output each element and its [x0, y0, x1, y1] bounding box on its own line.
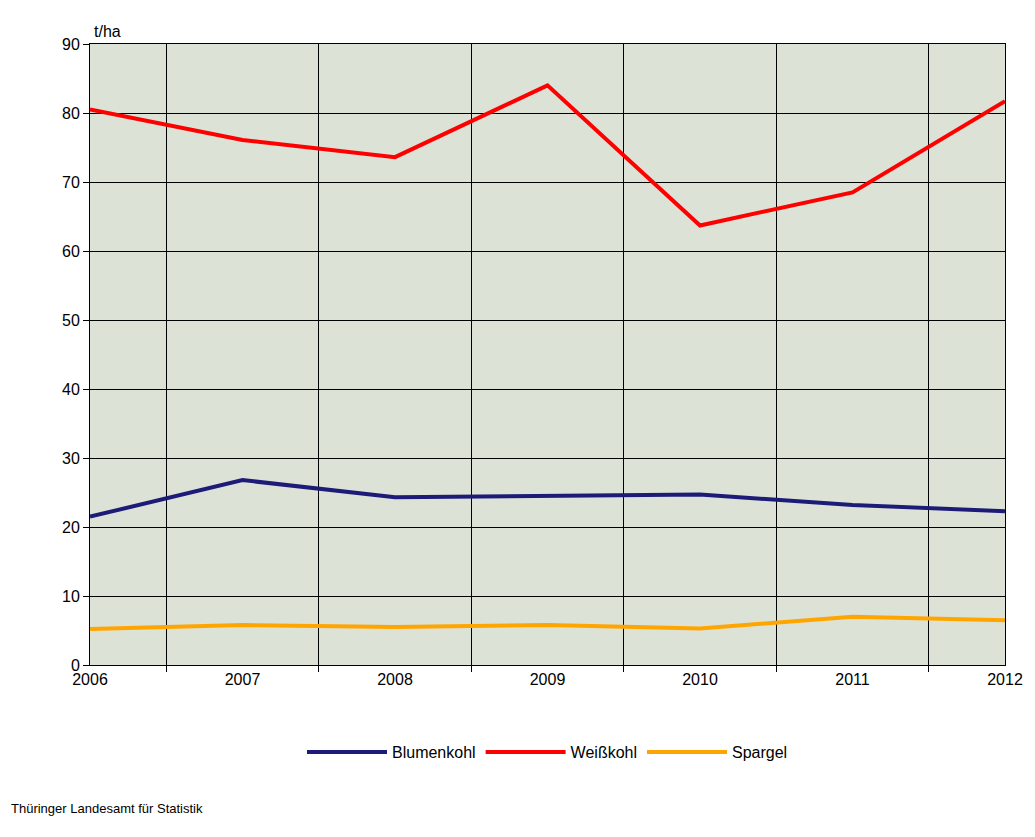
svg-text:2012: 2012	[987, 671, 1023, 688]
svg-text:2008: 2008	[377, 671, 413, 688]
svg-text:2010: 2010	[682, 671, 718, 688]
svg-text:60: 60	[62, 243, 80, 260]
svg-text:90: 90	[62, 36, 80, 53]
svg-text:2007: 2007	[225, 671, 261, 688]
svg-text:30: 30	[62, 450, 80, 467]
svg-text:Thüringer Landesamt für Statis: Thüringer Landesamt für Statistik	[11, 801, 203, 816]
svg-text:Weißkohl: Weißkohl	[571, 744, 637, 761]
svg-text:70: 70	[62, 174, 80, 191]
svg-text:20: 20	[62, 519, 80, 536]
svg-text:Blumenkohl: Blumenkohl	[392, 744, 476, 761]
svg-text:10: 10	[62, 588, 80, 605]
svg-text:80: 80	[62, 105, 80, 122]
svg-text:2011: 2011	[835, 671, 870, 688]
svg-text:0: 0	[71, 657, 80, 674]
svg-text:t/ha: t/ha	[94, 23, 121, 40]
svg-text:50: 50	[62, 312, 80, 329]
svg-text:2006: 2006	[72, 671, 108, 688]
svg-text:40: 40	[62, 381, 80, 398]
svg-text:2009: 2009	[530, 671, 566, 688]
svg-text:Spargel: Spargel	[732, 744, 787, 761]
